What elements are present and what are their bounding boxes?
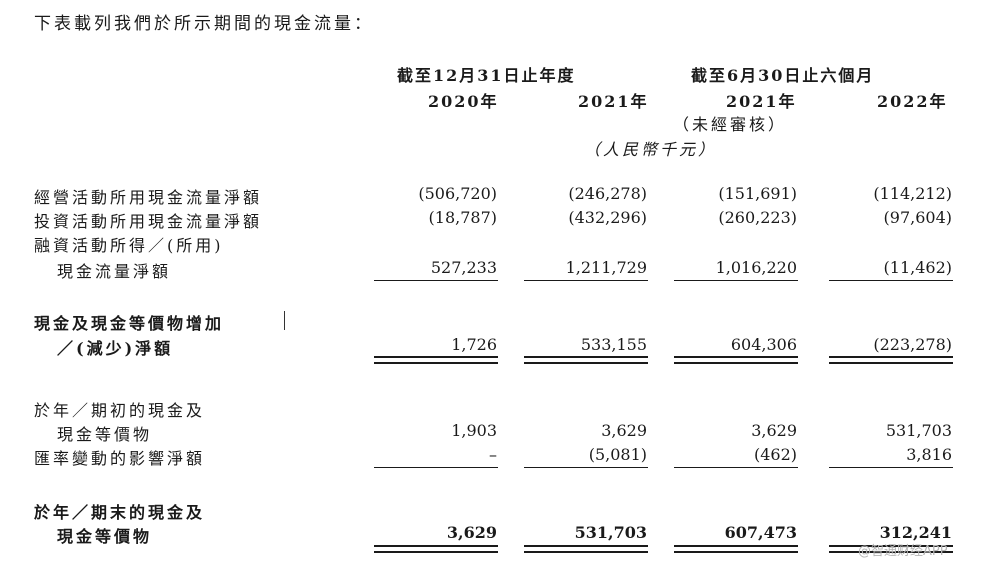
unit-note: （人民幣千元） (584, 140, 718, 159)
total-double-line (674, 551, 798, 553)
cell-fx-2021-interim: (462) (753, 445, 797, 464)
cell-beginning-2021-interim: 3,629 (751, 421, 797, 440)
total-double-line (829, 356, 953, 358)
cell-net-change-2021: 533,155 (580, 335, 647, 354)
cell-financing-2022-interim: (11,462) (883, 258, 952, 277)
cell-operating-2020: (506,720) (418, 184, 497, 203)
cell-financing-2021: 1,211,729 (565, 258, 647, 277)
intro-text: 下表載列我們於所示期間的現金流量： (34, 14, 374, 34)
subtotal-line (674, 467, 798, 468)
cell-operating-2022-interim: (114,212) (873, 184, 952, 203)
row-label-investing: 投資活動所用現金流量淨額 (34, 212, 263, 231)
cell-investing-2021-interim: (260,223) (718, 208, 797, 227)
cell-investing-2021: (432,296) (568, 208, 647, 227)
unaudited-note: （未經審核） (673, 115, 788, 134)
subtotal-line (829, 467, 953, 468)
subtotal-line (374, 280, 498, 281)
cell-beginning-2020: 1,903 (451, 421, 497, 440)
cell-net-change-2020: 1,726 (451, 335, 497, 354)
header-year-2021-interim: 2021年 (726, 92, 797, 111)
row-label-operating: 經營活動所用現金流量淨額 (34, 188, 263, 207)
watermark: @智通财经APP (858, 544, 948, 559)
cell-fx-2022-interim: 3,816 (906, 445, 952, 464)
total-double-line (524, 362, 648, 364)
cell-ending-2020: 3,629 (446, 523, 497, 542)
cell-fx-2020: – (489, 445, 497, 464)
header-year-2020: 2020年 (428, 92, 499, 111)
cell-operating-2021-interim: (151,691) (718, 184, 797, 203)
total-double-line (829, 362, 953, 364)
total-double-line (374, 356, 498, 358)
subtotal-line (524, 467, 648, 468)
total-double-line (524, 356, 648, 358)
header-group-six-months: 截至6月30日止六個月 (691, 66, 875, 85)
subtotal-line (524, 280, 648, 281)
total-double-line (829, 545, 953, 547)
total-double-line (374, 362, 498, 364)
total-double-line (674, 362, 798, 364)
cell-fx-2021: (5,081) (588, 445, 647, 464)
total-double-line (674, 545, 798, 547)
subtotal-line (674, 280, 798, 281)
text-cursor (284, 311, 285, 330)
row-label-net-change-cont: ／(減少)淨額 (57, 339, 174, 358)
cell-investing-2022-interim: (97,604) (883, 208, 952, 227)
row-label-financing-cont: 現金流量淨額 (57, 262, 172, 281)
cell-financing-2020: 527,233 (430, 258, 497, 277)
row-label-ending-cont: 現金等價物 (57, 527, 153, 546)
row-label-beginning-cont: 現金等價物 (57, 425, 153, 444)
total-double-line (374, 545, 498, 547)
subtotal-line (829, 280, 953, 281)
subtotal-line (374, 467, 498, 468)
row-label-financing: 融資活動所得／(所用) (34, 236, 224, 255)
cell-operating-2021: (246,278) (568, 184, 647, 203)
row-label-fx-effect: 匯率變動的影響淨額 (34, 449, 206, 468)
total-double-line (374, 551, 498, 553)
cell-beginning-2022-interim: 531,703 (885, 421, 952, 440)
header-year-2022-interim: 2022年 (877, 92, 948, 111)
cell-financing-2021-interim: 1,016,220 (715, 258, 797, 277)
total-double-line (829, 551, 953, 553)
total-double-line (524, 551, 648, 553)
header-year-2021: 2021年 (578, 92, 649, 111)
cell-net-change-2021-interim: 604,306 (730, 335, 797, 354)
cell-ending-2021-interim: 607,473 (724, 523, 797, 542)
cell-ending-2021: 531,703 (574, 523, 647, 542)
cell-beginning-2021: 3,629 (601, 421, 647, 440)
cell-ending-2022-interim: 312,241 (879, 523, 952, 542)
header-group-fiscal-year: 截至12月31日止年度 (397, 66, 576, 85)
cell-net-change-2022-interim: (223,278) (873, 335, 952, 354)
row-label-beginning: 於年／期初的現金及 (34, 401, 206, 420)
row-label-net-change: 現金及現金等價物增加 (34, 314, 225, 333)
total-double-line (674, 356, 798, 358)
row-label-ending: 於年／期末的現金及 (34, 503, 206, 522)
total-double-line (524, 545, 648, 547)
cell-investing-2020: (18,787) (428, 208, 497, 227)
